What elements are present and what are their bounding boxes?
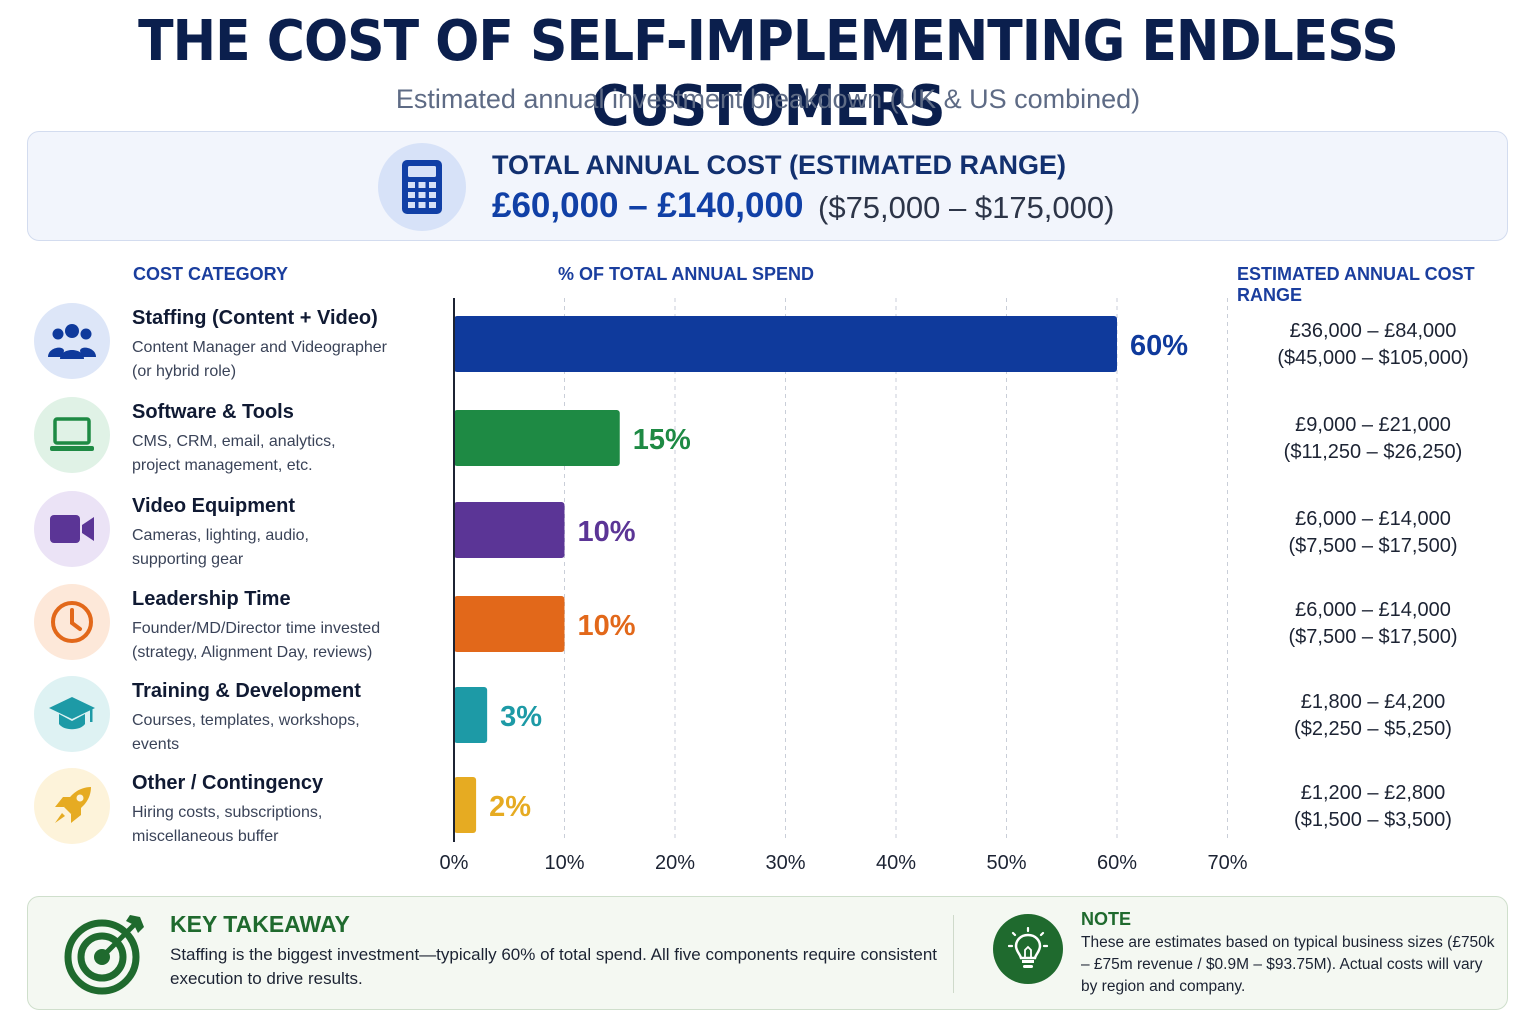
category-name: Staffing (Content + Video): [132, 307, 378, 329]
category-name: Video Equipment: [132, 495, 295, 517]
bar-value-label: 10%: [578, 610, 636, 642]
category-column-header: COST CATEGORY: [133, 264, 289, 284]
total-cost-gbp: £60,000 – £140,000: [492, 186, 804, 225]
bar-value-label: 10%: [578, 516, 636, 548]
category-desc-line: Founder/MD/Director time invested: [132, 620, 381, 637]
page-title: THE COST OF SELF-IMPLEMENTING ENDLESS CU…: [138, 9, 1399, 139]
bar: [454, 596, 565, 652]
cost-range-leadership: £6,000 – £14,000 ($7,500 – $17,500): [1248, 597, 1498, 651]
x-tick-label: 30%: [765, 852, 805, 874]
bar-value-label: 15%: [633, 424, 691, 456]
cost-range-gbp: £6,000 – £14,000: [1295, 508, 1451, 530]
category-desc-line: supporting gear: [132, 551, 244, 568]
lightbulb-icon: [993, 914, 1063, 984]
category-description: Cameras, lighting, audio, supporting gea…: [132, 524, 309, 572]
cost-range-usd: ($7,500 – $17,500): [1288, 535, 1458, 557]
category-row-staffing: Staffing (Content + Video) Content Manag…: [34, 303, 454, 387]
key-takeaway-panel: KEY TAKEAWAY Staffing is the biggest inv…: [27, 896, 1508, 1010]
category-row-training: Training & Development Courses, template…: [34, 676, 454, 760]
category-description: Courses, templates, workshops, events: [132, 709, 360, 757]
x-tick-label: 60%: [1097, 852, 1137, 874]
spend-bar-chart: 60% 15% 10% 10% 3% 2% 0% 10% 20% 30% 40% 50% 60% 70%: [440, 298, 1248, 874]
category-description: CMS, CRM, email, analytics, project mana…: [132, 430, 336, 478]
category-row-leadership: Leadership Time Founder/MD/Director time…: [34, 584, 454, 668]
x-tick-label: 40%: [876, 852, 916, 874]
category-desc-line: Hiring costs, subscriptions,: [132, 804, 323, 821]
category-row-software: Software & Tools CMS, CRM, email, analyt…: [34, 397, 454, 481]
takeaway-text: Staffing is the biggest investment—typic…: [170, 945, 937, 988]
category-row-other: Other / Contingency Hiring costs, subscr…: [34, 768, 454, 852]
x-tick-label: 50%: [986, 852, 1026, 874]
graduation-cap-icon: [34, 676, 110, 752]
spend-column-header: % OF TOTAL ANNUAL SPEND: [558, 264, 815, 284]
bar: [454, 687, 488, 743]
category-desc-line: miscellaneous buffer: [132, 828, 279, 845]
total-cost-panel: TOTAL ANNUAL COST (ESTIMATED RANGE) £60,…: [27, 131, 1508, 241]
cost-range-other: £1,200 – £2,800 ($1,500 – $3,500): [1248, 780, 1498, 834]
page-subtitle: Estimated annual investment breakdown (U…: [395, 84, 1141, 114]
category-name: Other / Contingency: [132, 772, 324, 794]
bar-value-label: 2%: [489, 791, 531, 823]
category-desc-line: Content Manager and Videographer: [132, 339, 387, 356]
cost-range-usd: ($7,500 – $17,500): [1288, 626, 1458, 648]
bar: [454, 777, 477, 833]
bar: [454, 410, 620, 466]
rocket-icon: [34, 768, 110, 844]
cost-range-training: £1,800 – £4,200 ($2,250 – $5,250): [1248, 689, 1498, 743]
cost-range-software: £9,000 – £21,000 ($11,250 – $26,250): [1248, 412, 1498, 466]
cost-range-usd: ($45,000 – $105,000): [1277, 347, 1469, 369]
category-description: Founder/MD/Director time invested (strat…: [132, 617, 380, 665]
category-name: Leadership Time: [132, 588, 291, 610]
total-cost-usd: ($75,000 – $175,000): [818, 190, 1115, 225]
category-desc-line: CMS, CRM, email, analytics,: [132, 433, 336, 450]
x-tick-label: 20%: [655, 852, 695, 874]
note-title: NOTE: [1081, 909, 1132, 929]
total-cost-label: TOTAL ANNUAL COST (ESTIMATED RANGE): [492, 150, 1066, 180]
category-desc-line: Cameras, lighting, audio,: [132, 527, 309, 544]
category-description: Hiring costs, subscriptions, miscellaneo…: [132, 801, 322, 849]
cost-range-usd: ($1,500 – $3,500): [1294, 809, 1452, 831]
cost-range-usd: ($2,250 – $5,250): [1294, 718, 1452, 740]
x-tick-label: 70%: [1207, 852, 1247, 874]
cost-range-video-equipment: £6,000 – £14,000 ($7,500 – $17,500): [1248, 506, 1498, 560]
target-icon: [64, 911, 148, 1000]
cost-range-usd: ($11,250 – $26,250): [1283, 441, 1463, 463]
x-tick-label: 0%: [440, 852, 469, 874]
panel-divider: [953, 915, 954, 993]
note-text: These are estimates based on typical bus…: [1081, 934, 1495, 995]
bar-value-label: 3%: [500, 701, 542, 733]
category-desc-line: events: [132, 736, 180, 753]
cost-range-gbp: £1,200 – £2,800: [1300, 782, 1446, 804]
bar-value-label: 60%: [1130, 330, 1188, 362]
cost-range-gbp: £36,000 – £84,000: [1289, 320, 1457, 342]
category-description: Content Manager and Videographer (or hyb…: [132, 336, 387, 384]
category-desc-line: project management, etc.: [132, 457, 313, 474]
category-desc-line: (strategy, Alignment Day, reviews): [132, 644, 373, 661]
x-tick-label: 10%: [544, 852, 584, 874]
team-icon: [34, 303, 110, 379]
cost-range-staffing: £36,000 – £84,000 ($45,000 – $105,000): [1248, 318, 1498, 372]
cost-range-gbp: £1,800 – £4,200: [1300, 691, 1446, 713]
calculator-icon: [378, 143, 466, 231]
category-name: Software & Tools: [132, 401, 294, 423]
category-desc-line: (or hybrid role): [132, 363, 237, 380]
range-column-header: ESTIMATED ANNUAL COST RANGE: [1237, 264, 1475, 305]
cost-range-gbp: £9,000 – £21,000: [1295, 414, 1451, 436]
takeaway-title: KEY TAKEAWAY: [170, 911, 350, 937]
bar: [454, 502, 565, 558]
category-name: Training & Development: [132, 680, 361, 702]
category-row-video-equipment: Video Equipment Cameras, lighting, audio…: [34, 491, 454, 575]
clock-icon: [34, 584, 110, 660]
bar: [454, 316, 1117, 372]
category-desc-line: Courses, templates, workshops,: [132, 712, 360, 729]
laptop-icon: [34, 397, 110, 473]
cost-range-gbp: £6,000 – £14,000: [1295, 599, 1451, 621]
video-camera-icon: [34, 491, 110, 567]
